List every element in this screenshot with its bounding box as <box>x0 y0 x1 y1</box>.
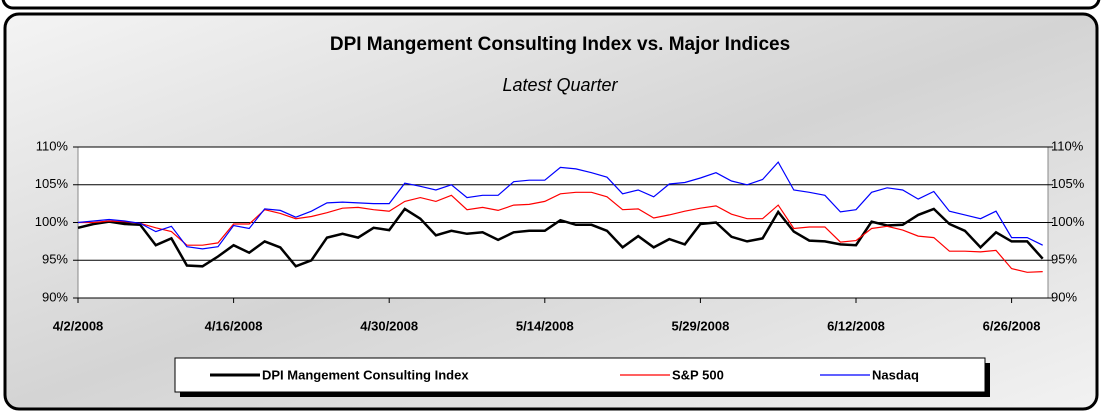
y2-tick-label: 105% <box>1051 176 1085 191</box>
y-tick-label: 90% <box>42 289 68 304</box>
y-tick-label: 100% <box>35 214 69 229</box>
y2-tick-label: 95% <box>1051 252 1077 267</box>
series-line <box>77 161 1043 250</box>
x-tick-label: 6/12/2008 <box>827 318 885 333</box>
x-tick-label: 4/16/2008 <box>205 318 263 333</box>
chart-subtitle: Latest Quarter <box>502 75 618 95</box>
x-tick-label: 4/30/2008 <box>360 318 418 333</box>
chart-title: DPI Mangement Consulting Index vs. Major… <box>330 34 790 55</box>
legend-label: S&P 500 <box>672 367 724 382</box>
x-tick-label: 6/26/2008 <box>983 318 1041 333</box>
legend-label: Nasdaq <box>872 367 919 382</box>
y-tick-label: 110% <box>36 138 69 153</box>
y2-tick-label: 100% <box>1051 214 1085 229</box>
top-panel <box>1 0 1101 10</box>
x-tick-label: 4/2/2008 <box>53 318 104 333</box>
series-line <box>78 191 1043 273</box>
y-tick-label: 95% <box>42 252 68 267</box>
x-tick-label: 5/29/2008 <box>671 318 729 333</box>
y-tick-label: 105% <box>35 176 69 191</box>
series-line <box>77 207 1044 268</box>
y2-tick-label: 110% <box>1051 138 1084 153</box>
x-tick-label: 5/14/2008 <box>516 318 574 333</box>
y2-tick-label: 90% <box>1051 289 1077 304</box>
legend-label: DPI Mangement Consulting Index <box>262 367 469 382</box>
